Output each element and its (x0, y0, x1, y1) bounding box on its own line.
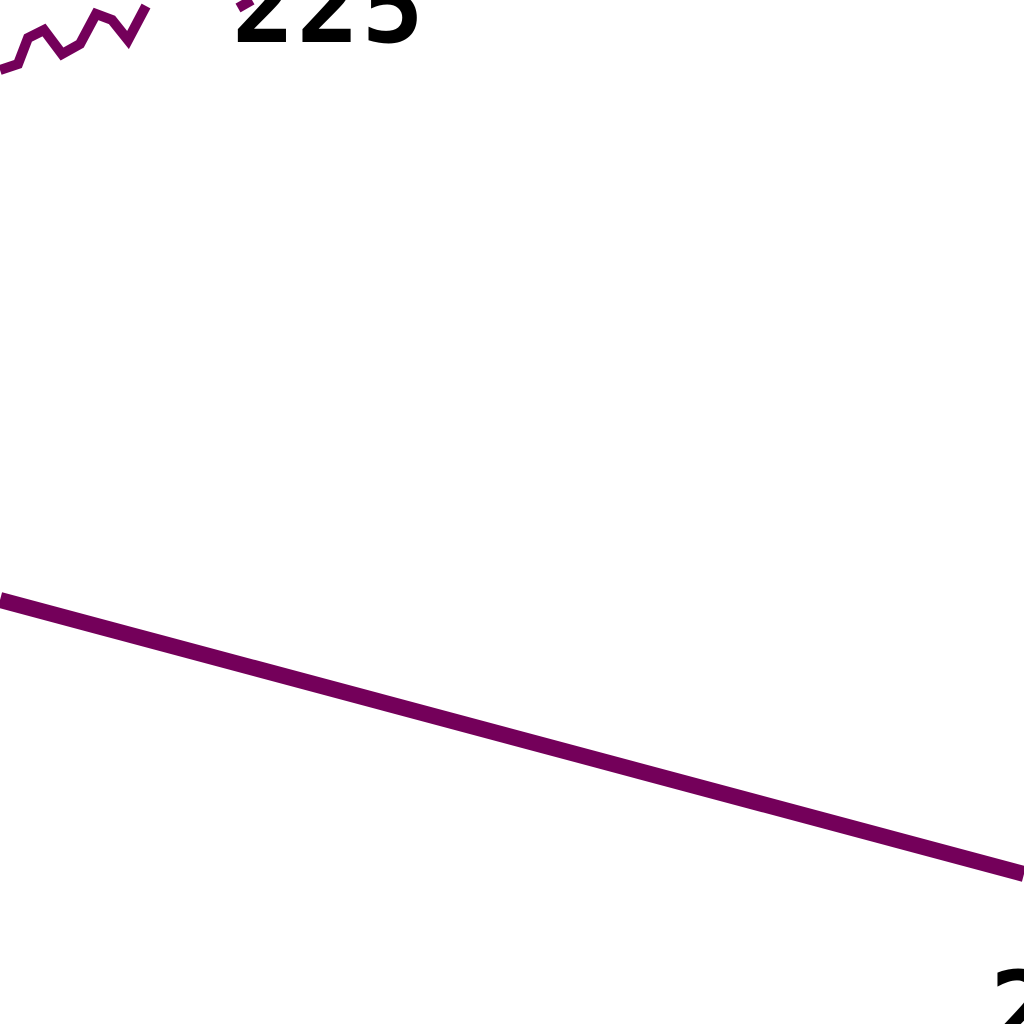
zigzag-line (0, 6, 146, 70)
sloped-line (0, 600, 1024, 874)
value-label-top: 225 (232, 0, 426, 58)
value-label-bottom-right: 2 (990, 958, 1024, 1024)
